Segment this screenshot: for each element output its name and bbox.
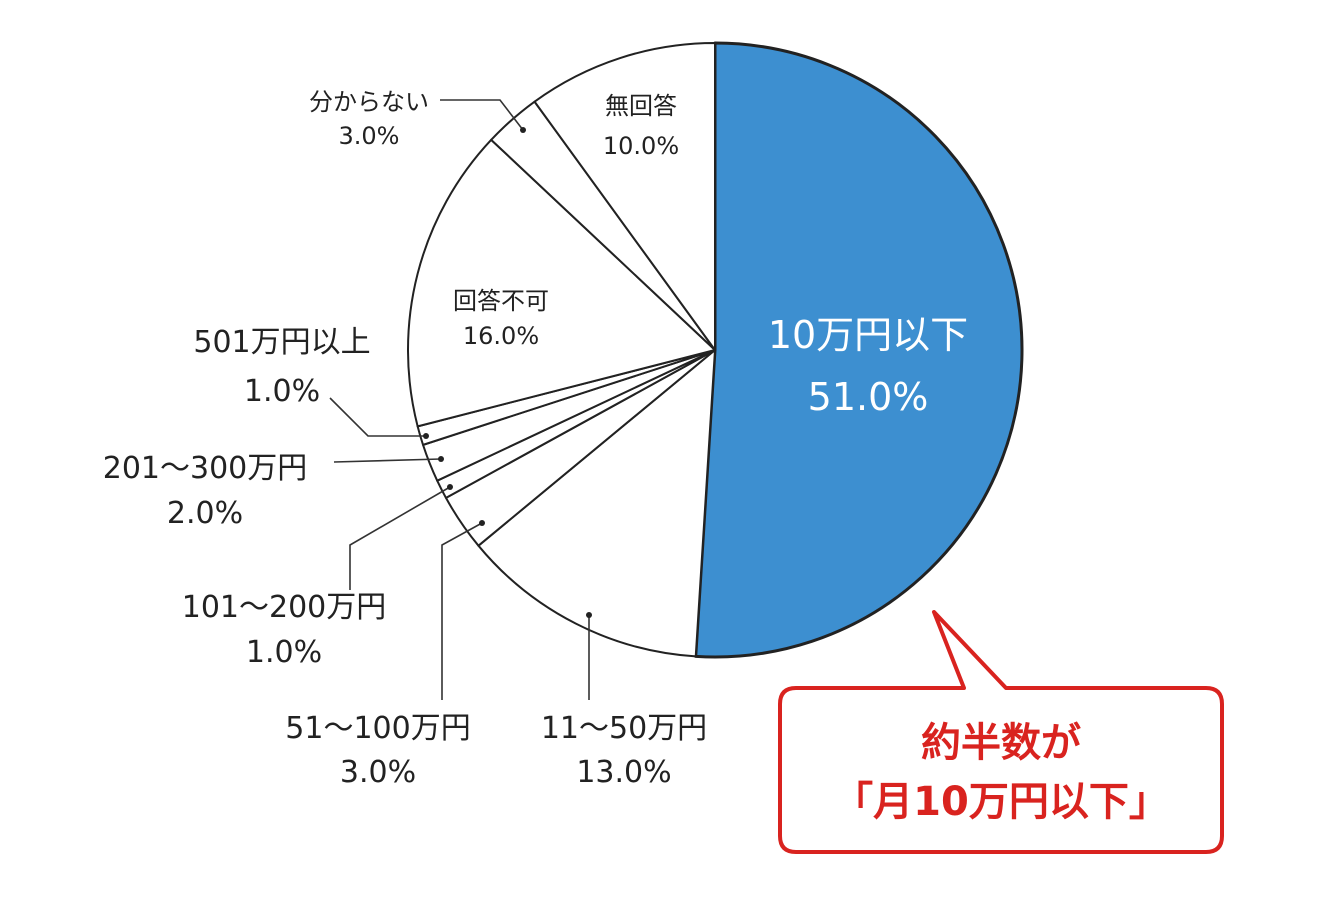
slice-5-label: 501万円以上 — [193, 325, 370, 360]
leader-lines — [329, 99, 592, 700]
slice-7-label: 分からない — [309, 88, 429, 116]
slice-4-leader-dot — [438, 456, 444, 462]
slice-1-leader-dot — [586, 612, 592, 618]
slice-4-value-label: 2.0% — [167, 496, 243, 531]
slice-5-leader — [329, 397, 426, 437]
slice-2-leader — [441, 522, 483, 700]
callout-line2: 「月10万円以下」 — [833, 779, 1169, 825]
slice-0-value-label: 51.0% — [808, 375, 929, 419]
slice-3-label: 101〜200万円 — [182, 590, 387, 625]
callout: 約半数が 「月10万円以下」 — [778, 610, 1224, 854]
callout-line1: 約半数が — [921, 720, 1081, 766]
slice-2-value-label: 3.0% — [340, 755, 416, 790]
pie-slices — [407, 41, 1024, 659]
callout-bubble — [778, 610, 1224, 854]
slice-6 — [407, 138, 716, 428]
slice-6-label: 回答不可 — [453, 287, 549, 315]
slice-7-value-label: 3.0% — [339, 122, 400, 150]
slice-8 — [533, 42, 716, 351]
slice-5-leader-dot — [423, 433, 429, 439]
slice-1-label: 11〜50万円 — [541, 711, 707, 746]
slice-3-value-label: 1.0% — [246, 635, 322, 670]
slice-3-leader — [349, 486, 451, 590]
slice-6-value-label: 16.0% — [463, 322, 539, 350]
slice-3-leader-dot — [447, 484, 453, 490]
slice-8-label: 無回答 — [605, 92, 677, 120]
slice-2-label: 51〜100万円 — [285, 711, 470, 746]
slice-0-label: 10万円以下 — [768, 313, 968, 357]
slice-7-leader-dot — [520, 127, 526, 133]
slice-7-leader — [440, 99, 524, 131]
slice-2-leader-dot — [479, 520, 485, 526]
slice-8-value-label: 10.0% — [603, 132, 679, 160]
slice-labels: 10万円以下 51.0% 11〜50万円 13.0% 51〜100万円 3.0% 101〜2… — [103, 88, 968, 790]
slice-4-leader — [333, 458, 442, 463]
slice-1-value-label: 13.0% — [576, 755, 671, 790]
slice-0 — [694, 41, 1024, 659]
slice-5-value-label: 1.0% — [244, 374, 320, 409]
slice-4-label: 201〜300万円 — [103, 451, 308, 486]
slice-1 — [477, 349, 716, 658]
